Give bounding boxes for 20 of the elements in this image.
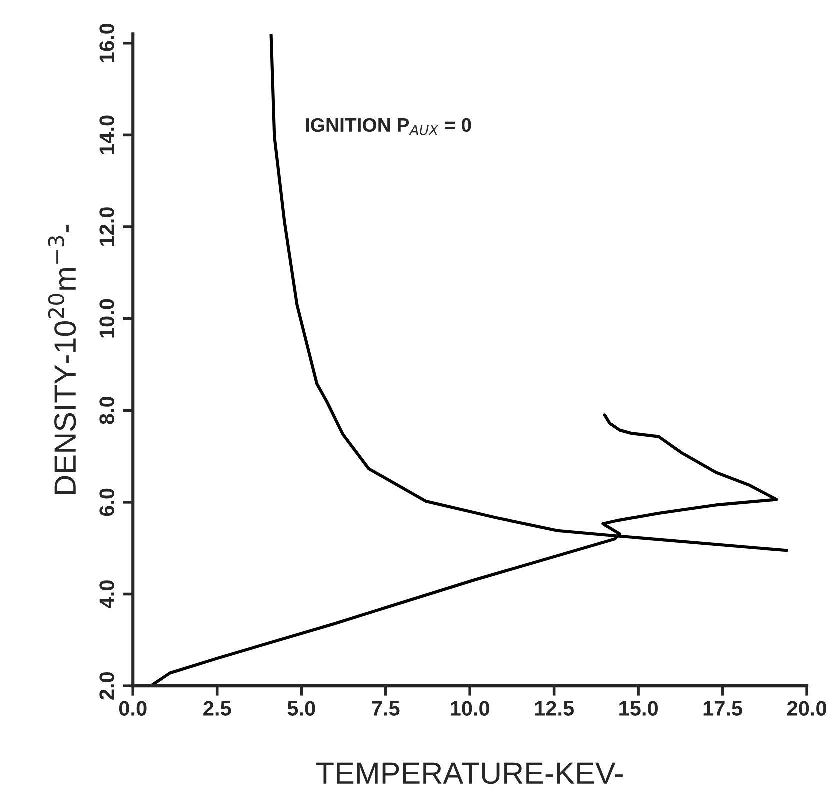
x-tick-label: 2.5	[204, 701, 232, 716]
y-tick-label: 14.0	[100, 116, 114, 154]
x-tick-label: 5.0	[288, 701, 316, 716]
y-tick-label: 12.0	[100, 208, 114, 246]
x-tick-label: 10.0	[451, 701, 490, 716]
x-tick-label: 12.5	[535, 701, 574, 716]
y-tick-label: 10.0	[100, 299, 114, 338]
y-tick-label: 6.0	[100, 488, 114, 516]
y-tick-label: 16.0	[100, 24, 114, 62]
x-tick-label: 15.0	[620, 701, 658, 716]
x-tick-label: 20.0	[787, 701, 826, 716]
x-tick-label: 0.0	[119, 701, 147, 716]
x-tick-label: 7.5	[372, 701, 400, 716]
y-tick-label: 8.0	[100, 397, 114, 424]
x-axis-title: TEMPERATURE-KEV-	[316, 762, 623, 784]
annotation: IGNITION P$_{AUX}$ = 0	[306, 118, 472, 136]
y-tick-label: 2.0	[100, 672, 114, 700]
y-axis-title: DENSITY-10$^{20}$m$^{−3}$-	[48, 225, 76, 494]
y-tick-label: 4.0	[100, 580, 114, 608]
x-tick-label: 17.5	[704, 701, 742, 716]
